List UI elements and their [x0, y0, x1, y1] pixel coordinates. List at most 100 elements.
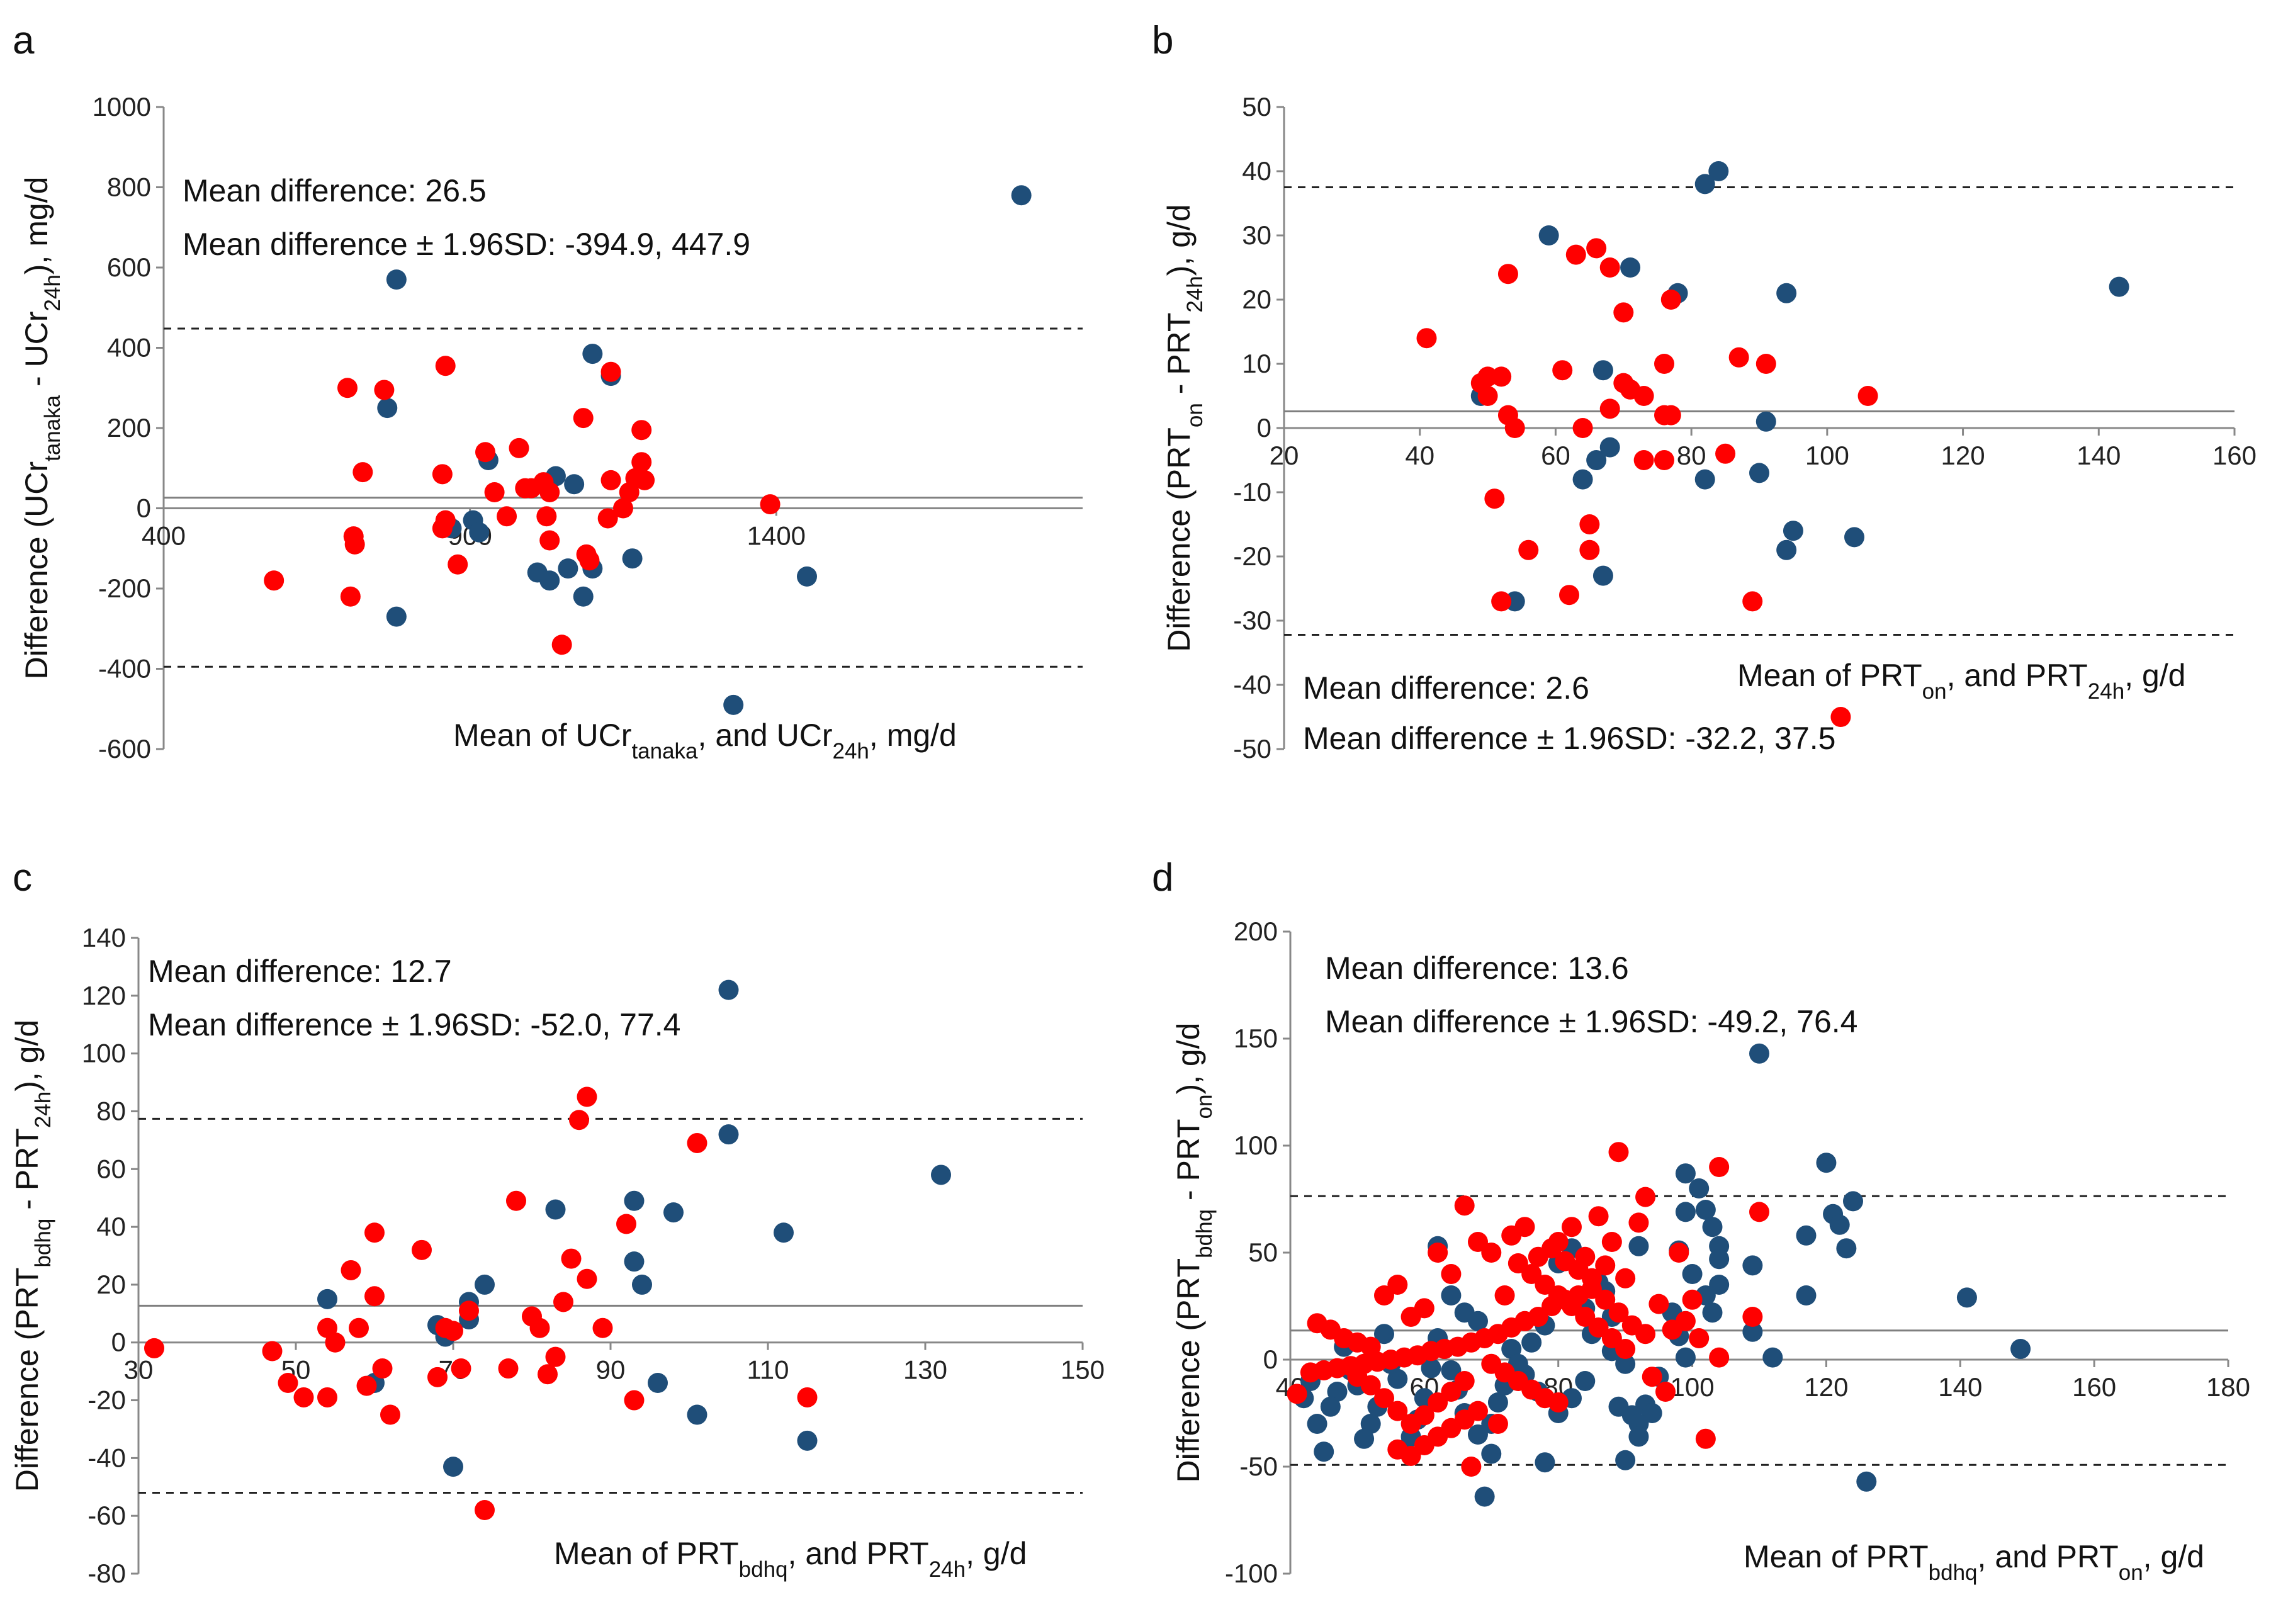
annotation-mean-difference: Mean difference: 13.6	[1325, 950, 1629, 986]
y-tick-label: 40	[96, 1212, 126, 1241]
data-point-red	[1468, 1232, 1488, 1252]
data-point-blue	[1421, 1358, 1441, 1379]
data-point-red	[1461, 1457, 1482, 1477]
data-point-red	[1599, 398, 1620, 419]
data-point-red	[1387, 1439, 1408, 1460]
data-point-blue	[2109, 276, 2129, 297]
data-point-blue	[1675, 1202, 1696, 1222]
data-point-blue	[1742, 1255, 1763, 1276]
annotation-mean-difference: Mean difference: 2.6	[1303, 670, 1589, 706]
data-point-blue	[1615, 1450, 1636, 1470]
data-point-red	[475, 1500, 495, 1520]
panel-d: d-100-5005010015020040608010012014016018…	[1152, 856, 2250, 1588]
x-tick-label: 80	[1677, 441, 1706, 470]
y-tick-label: 0	[1263, 1345, 1278, 1374]
data-point-blue	[1615, 1353, 1636, 1374]
data-point-blue	[1535, 1452, 1555, 1473]
x-tick-label: 150	[1061, 1355, 1105, 1385]
data-point-red	[435, 356, 456, 376]
data-point-red	[1749, 1202, 1769, 1222]
x-tick-label: 160	[2072, 1372, 2116, 1402]
data-point-red	[1414, 1435, 1434, 1455]
y-tick-label: -50	[1239, 1452, 1278, 1481]
data-point-red	[1374, 1388, 1394, 1409]
data-point-blue	[1307, 1414, 1327, 1434]
x-tick-label: 400	[142, 521, 186, 551]
data-point-red	[634, 470, 655, 490]
x-tick-label: 120	[1941, 441, 1985, 470]
data-point-red	[1497, 264, 1518, 285]
x-axis-label: Mean of PRTbdhq, and PRTon, g/d	[1744, 1539, 2204, 1585]
data-point-red	[631, 452, 652, 473]
data-point-blue	[443, 1457, 463, 1477]
y-tick-label: -100	[1225, 1559, 1278, 1588]
data-point-blue	[1474, 1486, 1495, 1507]
data-point-red	[1535, 1275, 1555, 1295]
data-point-blue	[377, 398, 398, 419]
data-point-blue	[1749, 1043, 1769, 1064]
data-point-red	[497, 506, 517, 527]
data-point-blue	[718, 979, 739, 1000]
y-tick-label: 50	[1242, 92, 1271, 121]
data-point-red	[412, 1239, 432, 1260]
data-point-red	[1709, 1157, 1730, 1177]
data-point-red	[1615, 1339, 1636, 1359]
data-point-red	[536, 506, 557, 527]
y-tick-label: 200	[1234, 916, 1278, 946]
data-point-red	[1830, 707, 1851, 727]
data-point-red	[1728, 347, 1749, 368]
data-point-blue	[1675, 1163, 1696, 1184]
data-point-red	[573, 408, 594, 429]
data-point-blue	[582, 344, 603, 364]
data-point-blue	[624, 1251, 645, 1272]
data-point-red	[1491, 366, 1512, 387]
data-point-blue	[1441, 1360, 1462, 1380]
data-point-red	[1654, 450, 1674, 470]
data-point-red	[475, 442, 495, 463]
y-tick-label: 100	[1234, 1131, 1278, 1160]
data-point-blue	[1844, 527, 1864, 548]
y-tick-label: 10	[1242, 349, 1271, 378]
data-point-red	[364, 1286, 385, 1307]
y-tick-label: 600	[107, 252, 151, 282]
annotation-limits-of-agreement: Mean difference ± 1.96SD: -394.9, 447.9	[183, 227, 750, 262]
data-point-red	[1613, 302, 1634, 323]
y-tick-label: 1000	[93, 92, 151, 121]
x-tick-label: 40	[1405, 441, 1434, 470]
data-point-blue	[622, 548, 643, 569]
y-tick-label: -10	[1233, 477, 1271, 507]
data-point-red	[1755, 354, 1776, 374]
data-point-blue	[1702, 1302, 1723, 1323]
data-point-blue	[1708, 161, 1729, 181]
data-point-red	[1347, 1367, 1368, 1387]
data-point-blue	[1538, 225, 1559, 245]
data-point-blue	[1694, 469, 1715, 490]
data-point-red	[1572, 418, 1593, 438]
data-point-blue	[663, 1202, 684, 1223]
data-point-red	[352, 462, 373, 483]
y-axis-label: Difference (PRTon - PRT24h), g/d	[1161, 204, 1207, 651]
data-point-red	[1579, 539, 1600, 560]
data-point-blue	[1354, 1428, 1375, 1449]
data-point-red	[631, 420, 652, 441]
data-point-red	[1477, 386, 1498, 406]
data-point-blue	[1816, 1153, 1837, 1173]
data-point-blue	[648, 1373, 668, 1393]
data-point-blue	[1575, 1371, 1596, 1391]
data-point-red	[1518, 539, 1539, 560]
data-point-blue	[1572, 469, 1593, 490]
x-tick-label: 180	[2206, 1372, 2250, 1402]
data-point-red	[1608, 1302, 1629, 1323]
data-point-red	[1562, 1296, 1582, 1316]
data-point-blue	[1628, 1426, 1649, 1447]
data-point-blue	[539, 570, 560, 591]
data-point-red	[616, 1214, 636, 1234]
panel-letter: a	[13, 19, 35, 62]
data-point-red	[539, 482, 560, 502]
y-tick-label: 0	[1257, 413, 1271, 443]
data-point-red	[264, 570, 285, 591]
data-point-blue	[1709, 1249, 1730, 1270]
data-point-red	[509, 437, 529, 458]
data-point-red	[1642, 1367, 1662, 1387]
y-tick-label: 50	[1248, 1238, 1278, 1267]
